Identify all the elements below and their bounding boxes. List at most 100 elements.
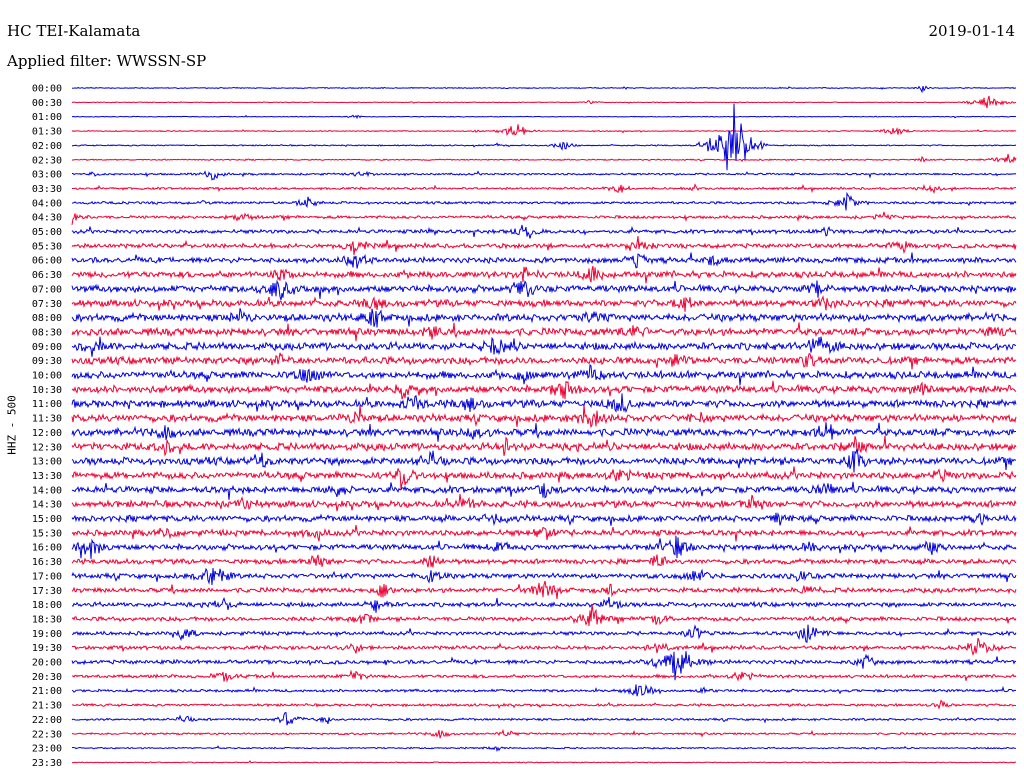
row-label: 12:00 bbox=[32, 428, 62, 439]
row-label: 01:30 bbox=[32, 127, 62, 138]
trace-line bbox=[71, 448, 1017, 473]
row-label: 23:30 bbox=[32, 758, 62, 769]
row-label: 21:00 bbox=[32, 686, 62, 697]
row-label: 06:00 bbox=[32, 256, 62, 267]
trace-line bbox=[71, 493, 1017, 512]
trace-line bbox=[71, 712, 1017, 726]
row-label: 18:00 bbox=[32, 600, 62, 611]
row-label: 20:00 bbox=[32, 658, 62, 669]
trace-line bbox=[71, 336, 1017, 357]
row-label: 08:00 bbox=[32, 313, 62, 324]
row-label: 12:30 bbox=[32, 442, 62, 453]
trace-line bbox=[71, 124, 1017, 136]
row-label: 06:30 bbox=[32, 270, 62, 281]
trace-line bbox=[71, 95, 1017, 109]
row-label: 13:30 bbox=[32, 471, 62, 482]
row-label: 03:30 bbox=[32, 184, 62, 195]
trace-line bbox=[71, 567, 1017, 586]
trace-line bbox=[71, 535, 1017, 559]
trace-line bbox=[71, 683, 1017, 697]
row-label: 20:30 bbox=[32, 672, 62, 683]
row-label: 03:00 bbox=[32, 170, 62, 181]
trace-line bbox=[71, 466, 1017, 490]
trace-line bbox=[71, 280, 1017, 301]
row-label: 09:00 bbox=[32, 342, 62, 353]
trace-line bbox=[71, 404, 1017, 429]
trace-line bbox=[71, 322, 1017, 342]
trace-line bbox=[71, 624, 1017, 643]
row-label: 15:30 bbox=[32, 528, 62, 539]
date-label: 2019-01-14 bbox=[928, 22, 1015, 40]
row-label: 07:30 bbox=[32, 299, 62, 310]
trace-line bbox=[71, 481, 1017, 500]
row-label: 16:00 bbox=[32, 543, 62, 554]
trace-line bbox=[71, 308, 1017, 328]
trace-line bbox=[71, 699, 1017, 710]
row-label-group: 00:00 00:30 01:00 01:30 02:00 02:30 03:00 03:30… bbox=[32, 84, 62, 769]
row-label: 17:30 bbox=[32, 586, 62, 597]
trace-line bbox=[71, 637, 1017, 657]
trace-line bbox=[71, 265, 1017, 284]
trace-line bbox=[71, 580, 1017, 600]
trace-line bbox=[71, 760, 1017, 764]
trace-line bbox=[71, 596, 1017, 613]
row-label: 11:30 bbox=[32, 414, 62, 425]
row-label: 10:00 bbox=[32, 371, 62, 382]
station-title: HC TEI-Kalamata bbox=[7, 22, 141, 40]
trace-line bbox=[71, 183, 1017, 195]
trace-line bbox=[71, 603, 1017, 626]
trace-line bbox=[71, 745, 1017, 753]
row-label: 00:30 bbox=[32, 98, 62, 109]
row-label: 04:30 bbox=[32, 213, 62, 224]
trace-line bbox=[71, 422, 1017, 442]
trace-line bbox=[71, 380, 1017, 400]
row-label: 02:00 bbox=[32, 141, 62, 152]
row-label: 18:30 bbox=[32, 614, 62, 625]
row-label: 14:00 bbox=[32, 485, 62, 496]
trace-line bbox=[71, 224, 1017, 239]
trace-line bbox=[71, 153, 1017, 164]
trace-line bbox=[71, 651, 1017, 681]
row-label: 09:30 bbox=[32, 356, 62, 367]
trace-line bbox=[71, 103, 1017, 171]
trace-line bbox=[71, 235, 1017, 256]
filter-label: Applied filter: WWSSN-SP bbox=[7, 52, 207, 70]
row-label: 05:00 bbox=[32, 227, 62, 238]
row-label: 22:00 bbox=[32, 715, 62, 726]
trace-line bbox=[71, 363, 1017, 386]
trace-line bbox=[71, 295, 1017, 312]
row-label: 15:00 bbox=[32, 514, 62, 525]
row-label: 17:00 bbox=[32, 571, 62, 582]
row-label: 04:00 bbox=[32, 198, 62, 209]
row-label: 21:30 bbox=[32, 701, 62, 712]
trace-line bbox=[71, 669, 1017, 683]
row-label: 02:30 bbox=[32, 155, 62, 166]
trace-line bbox=[71, 512, 1017, 527]
row-label: 19:00 bbox=[32, 629, 62, 640]
trace-line bbox=[71, 728, 1017, 739]
row-label: 19:30 bbox=[32, 643, 62, 654]
row-label: 00:00 bbox=[32, 84, 62, 95]
trace-line bbox=[71, 352, 1017, 370]
trace-line bbox=[71, 435, 1017, 457]
row-label: 08:30 bbox=[32, 327, 62, 338]
trace-group bbox=[71, 85, 1017, 764]
row-label: 11:00 bbox=[32, 399, 62, 410]
row-label: 05:30 bbox=[32, 241, 62, 252]
trace-line bbox=[71, 525, 1017, 542]
row-label: 07:00 bbox=[32, 284, 62, 295]
row-label: 14:30 bbox=[32, 500, 62, 511]
trace-line bbox=[71, 114, 1017, 120]
row-label: 10:30 bbox=[32, 385, 62, 396]
row-label: 23:00 bbox=[32, 744, 62, 755]
trace-line bbox=[71, 170, 1017, 181]
trace-line bbox=[71, 211, 1017, 225]
trace-line bbox=[71, 191, 1017, 211]
row-label: 16:30 bbox=[32, 557, 62, 568]
row-label: 13:00 bbox=[32, 457, 62, 468]
row-label: 22:30 bbox=[32, 729, 62, 740]
row-label: 01:00 bbox=[32, 112, 62, 123]
trace-line bbox=[71, 393, 1017, 414]
trace-line bbox=[71, 85, 1017, 94]
